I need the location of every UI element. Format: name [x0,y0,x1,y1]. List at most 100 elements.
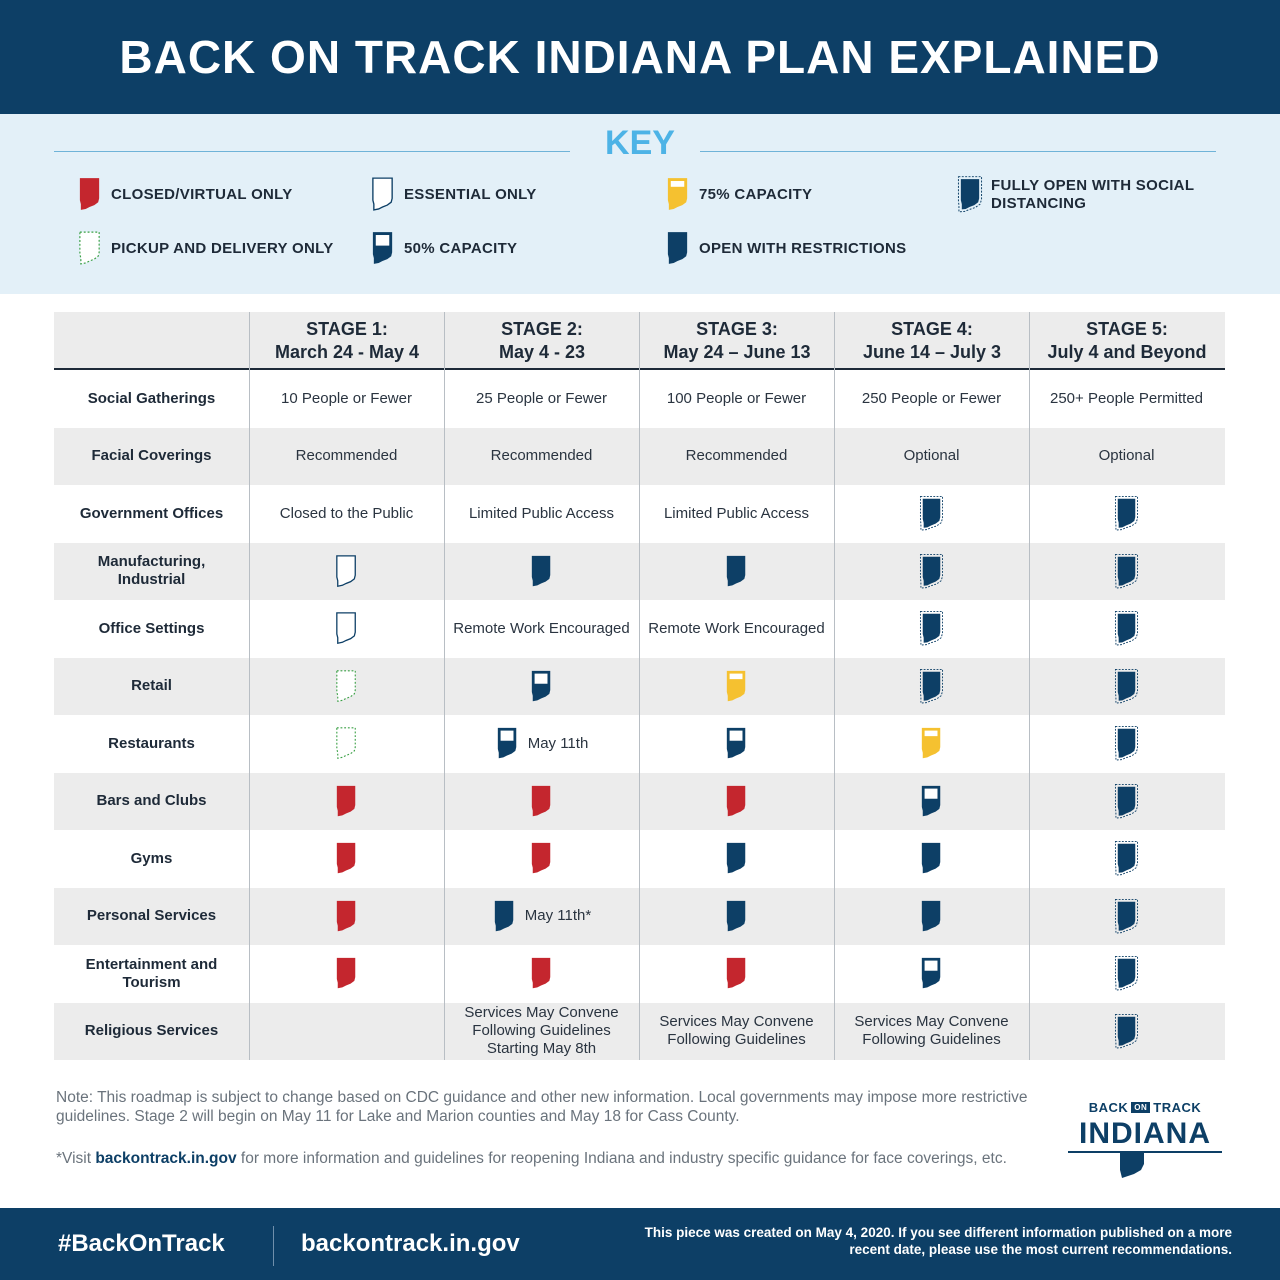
key-title: KEY [605,124,675,162]
indiana-fully-open-icon [919,496,944,531]
table-cell [834,945,1029,1003]
table-cell: 250+ People Permitted [1029,370,1224,428]
indiana-fully-open-icon [1114,783,1139,819]
table-cell [639,830,834,888]
table-row: Gyms [54,830,1225,888]
table-cell [639,543,834,601]
table-cell [444,945,639,1003]
indiana-closed-icon [529,956,554,991]
table-cell [1029,888,1224,946]
table-cell [249,600,444,658]
table-row: Government Offices Closed to the Public Li… [54,485,1225,543]
key-item-indiana-fully-open: FULLY OPEN WITH SOCIAL DISTANCING [957,176,1211,213]
key-label: FULLY OPEN WITH SOCIAL DISTANCING [991,176,1195,212]
table-cell [249,773,444,831]
indiana-open-restrictions-icon [919,841,944,876]
stage-name: STAGE 4: [891,319,973,339]
table-cell: Recommended [639,428,834,486]
visit-link[interactable]: backontrack.in.gov [95,1150,237,1167]
key-label: CLOSED/VIRTUAL ONLY [111,185,293,203]
table-cell: Services May Convene Following Guideline… [639,1003,834,1061]
row-label: Social Gatherings [87,389,216,407]
indiana-open-restrictions-icon [919,899,944,934]
indiana-fully-open-icon [1114,726,1139,761]
table-cell [1029,945,1224,1003]
key-divider-right [700,151,1216,152]
row-label: Retail [131,677,172,695]
row-label: Government Offices [79,504,224,522]
cell-text: Remote Work Encouraged [648,619,825,637]
table-cell [639,773,834,831]
indiana-75-capacity-icon [665,176,691,213]
indiana-50-capacity-icon [370,230,396,267]
indiana-closed-icon [529,841,554,876]
indiana-closed-icon [334,956,359,991]
indiana-fully-open-icon [919,553,944,589]
table-cell [444,830,639,888]
key-label: PICKUP AND DELIVERY ONLY [111,239,334,257]
column-divider [444,312,445,1060]
stage-dates: July 4 and Beyond [1047,342,1207,362]
cell-text: Recommended [685,447,788,465]
table-cell [1029,773,1224,831]
footer-url[interactable]: backontrack.in.gov [301,1230,520,1257]
table-cell [1029,543,1224,601]
table-cell [444,658,639,716]
column-divider [1029,312,1030,1060]
stage-name: STAGE 5: [1086,319,1168,339]
table-cell [1029,830,1224,888]
indiana-fully-open-icon [919,668,944,704]
table-cell [834,715,1029,773]
back-on-track-logo: BACK ON TRACK INDIANA [1064,1100,1226,1178]
cell-text: 100 People or Fewer [666,389,807,407]
cell-note: May 11th* [524,907,592,925]
table-cell [249,830,444,888]
row-label: Entertainment and Tourism [85,955,218,991]
indiana-open-restrictions-icon [724,554,749,589]
table-cell: Services May Convene Following Guideline… [444,1003,639,1061]
table-cell [834,600,1029,658]
table-cell: 25 People or Fewer [444,370,639,428]
table-cell [249,1003,444,1061]
table-cell [639,888,834,946]
visit-note: *Visit backontrack.in.gov for more infor… [56,1149,1036,1168]
table-cell [834,773,1029,831]
stage-dates: June 14 – July 3 [862,342,1002,362]
key-label: 50% CAPACITY [404,239,518,257]
row-label: Office Settings [98,619,205,637]
indiana-closed-icon [724,784,749,819]
cell-text: Optional [903,447,960,465]
indiana-fully-open-icon [1114,1013,1139,1049]
indiana-50-capacity-icon [529,669,554,704]
table-cell [639,715,834,773]
table-cell: Services May Convene Following Guideline… [834,1003,1029,1061]
indiana-pickup-icon [77,230,103,267]
stage-header-3: STAGE 3: May 24 – June 13 [639,312,835,370]
page-title: BACK ON TRACK INDIANA PLAN EXPLAINED [119,31,1161,83]
stage-name: STAGE 3: [696,319,778,339]
table-cell [249,715,444,773]
column-divider [639,312,640,1060]
indiana-open-restrictions-icon [529,554,554,589]
table-cell [249,945,444,1003]
indiana-75-capacity-icon [724,669,749,704]
table-cell: Optional [1029,428,1224,486]
stage-dates: March 24 - May 4 [274,342,420,362]
stage-header-1: STAGE 1: March 24 - May 4 [249,312,445,370]
stage-name: STAGE 2: [501,319,583,339]
cell-text: Services May Convene Following Guideline… [854,1013,1009,1049]
table-cell: Closed to the Public [249,485,444,543]
logo-on: ON [1131,1102,1151,1113]
row-label: Religious Services [84,1022,219,1040]
footer-hashtag[interactable]: #BackOnTrack [58,1230,225,1257]
indiana-fully-open-icon [957,176,983,213]
cell-text: Limited Public Access [468,504,615,522]
table-cell [834,830,1029,888]
table-cell [1029,658,1224,716]
indiana-pickup-icon [334,669,359,704]
indiana-open-restrictions-icon [492,899,517,934]
table-cell [1029,715,1224,773]
indiana-fully-open-icon [1114,496,1139,531]
table-row: Social Gatherings 10 People or Fewer 25 Pe… [54,370,1225,428]
key-label: ESSENTIAL ONLY [404,185,537,203]
